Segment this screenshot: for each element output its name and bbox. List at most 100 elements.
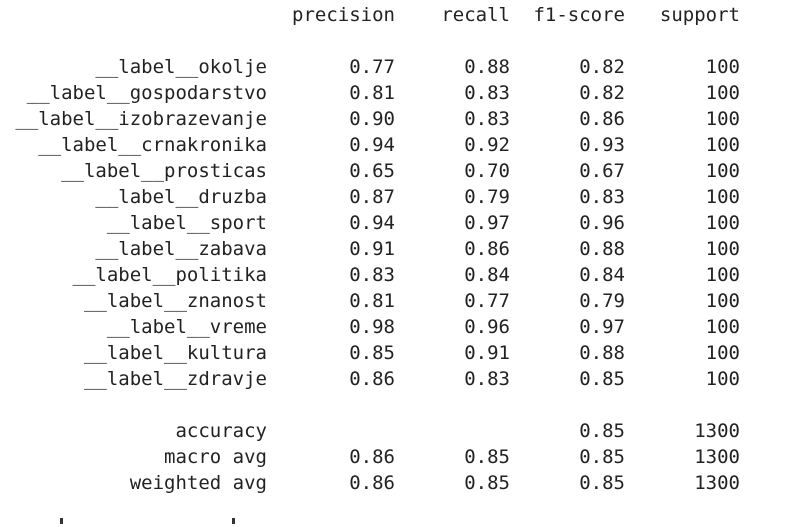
class-label: __label__kultura — [83, 342, 267, 364]
recall-value: 0.97 — [464, 212, 510, 234]
recall-value: 0.91 — [464, 342, 510, 364]
support-header: support — [659, 4, 740, 26]
f1-score-value: 0.97 — [579, 316, 625, 338]
header-row: precision recall f1-score support — [0, 2, 806, 28]
f1-score-value: 0.82 — [579, 56, 625, 78]
support-value: 100 — [705, 82, 740, 104]
support-value: 100 — [705, 212, 740, 234]
precision-value: 0.86 — [349, 368, 395, 390]
weighted-avg-row: weighted avg 0.86 0.85 0.85 1300 — [0, 470, 806, 496]
precision-value: 0.86 — [349, 472, 395, 494]
f1-score-value: 0.96 — [579, 212, 625, 234]
report-row: __label__gospodarstvo 0.81 0.83 0.82 100 — [0, 80, 806, 106]
class-label: __label__zabava — [95, 238, 267, 260]
report-row: __label__okolje 0.77 0.88 0.82 100 — [0, 54, 806, 80]
summary-label: weighted avg — [129, 472, 267, 494]
support-value: 100 — [705, 316, 740, 338]
recall-value: 0.92 — [464, 134, 510, 156]
report-row: __label__sport 0.94 0.97 0.96 100 — [0, 210, 806, 236]
support-value: 100 — [705, 108, 740, 130]
summary-label: macro avg — [164, 446, 267, 468]
class-label: __label__zdravje — [83, 368, 267, 390]
macro-avg-row: macro avg 0.86 0.85 0.85 1300 — [0, 444, 806, 470]
support-value: 100 — [705, 264, 740, 286]
recall-value: 0.85 — [464, 472, 510, 494]
precision-value: 0.94 — [349, 212, 395, 234]
support-value: 100 — [705, 368, 740, 390]
class-label: __label__politika — [72, 264, 267, 286]
class-label: __label__vreme — [106, 316, 267, 338]
class-label: __label__znanost — [83, 290, 267, 312]
precision-value: 0.65 — [349, 160, 395, 182]
cut-off-text-fragment — [60, 518, 260, 527]
recall-value: 0.85 — [464, 446, 510, 468]
accuracy-row: accuracy 0.85 1300 — [0, 418, 806, 444]
report-row: __label__kultura 0.85 0.91 0.88 100 — [0, 340, 806, 366]
f1-score-value: 0.79 — [579, 290, 625, 312]
f1-score-header: f1-score — [533, 4, 625, 26]
recall-value: 0.96 — [464, 316, 510, 338]
support-value: 100 — [705, 56, 740, 78]
f1-score-value: 0.86 — [579, 108, 625, 130]
support-value: 100 — [705, 290, 740, 312]
recall-value: 0.88 — [464, 56, 510, 78]
precision-value: 0.91 — [349, 238, 395, 260]
report-row: __label__vreme 0.98 0.96 0.97 100 — [0, 314, 806, 340]
precision-value: 0.86 — [349, 446, 395, 468]
precision-value: 0.81 — [349, 82, 395, 104]
recall-header: recall — [441, 4, 510, 26]
recall-value: 0.77 — [464, 290, 510, 312]
f1-score-value: 0.85 — [579, 420, 625, 442]
f1-score-value: 0.82 — [579, 82, 625, 104]
report-row: __label__zdravje 0.86 0.83 0.85 100 — [0, 366, 806, 392]
class-label: __label__prosticas — [61, 160, 267, 182]
report-row: __label__izobrazevanje 0.90 0.83 0.86 10… — [0, 106, 806, 132]
f1-score-value: 0.84 — [579, 264, 625, 286]
class-label: __label__izobrazevanje — [15, 108, 267, 130]
f1-score-value: 0.88 — [579, 238, 625, 260]
report-row: __label__znanost 0.81 0.77 0.79 100 — [0, 288, 806, 314]
recall-value: 0.70 — [464, 160, 510, 182]
precision-value: 0.98 — [349, 316, 395, 338]
f1-score-value: 0.85 — [579, 472, 625, 494]
support-value: 1300 — [694, 446, 740, 468]
recall-value: 0.83 — [464, 82, 510, 104]
support-value: 100 — [705, 160, 740, 182]
f1-score-value: 0.88 — [579, 342, 625, 364]
support-value: 100 — [705, 134, 740, 156]
report-row: __label__zabava 0.91 0.86 0.88 100 — [0, 236, 806, 262]
class-label: __label__sport — [106, 212, 267, 234]
recall-value: 0.79 — [464, 186, 510, 208]
report-row: __label__politika 0.83 0.84 0.84 100 — [0, 262, 806, 288]
f1-score-value: 0.85 — [579, 446, 625, 468]
precision-value: 0.85 — [349, 342, 395, 364]
f1-score-value: 0.85 — [579, 368, 625, 390]
support-value: 1300 — [694, 420, 740, 442]
summary-label: accuracy — [175, 420, 267, 442]
class-label: __label__gospodarstvo — [26, 82, 267, 104]
precision-value: 0.83 — [349, 264, 395, 286]
support-value: 100 — [705, 186, 740, 208]
precision-value: 0.81 — [349, 290, 395, 312]
support-value: 100 — [705, 342, 740, 364]
class-label: __label__druzba — [95, 186, 267, 208]
report-row: __label__prosticas 0.65 0.70 0.67 100 — [0, 158, 806, 184]
f1-score-value: 0.67 — [579, 160, 625, 182]
precision-header: precision — [292, 4, 395, 26]
report-row: __label__druzba 0.87 0.79 0.83 100 — [0, 184, 806, 210]
report-row: __label__crnakronika 0.94 0.92 0.93 100 — [0, 132, 806, 158]
recall-value: 0.83 — [464, 108, 510, 130]
support-value: 1300 — [694, 472, 740, 494]
precision-value: 0.90 — [349, 108, 395, 130]
f1-score-value: 0.93 — [579, 134, 625, 156]
precision-value: 0.94 — [349, 134, 395, 156]
recall-value: 0.84 — [464, 264, 510, 286]
f1-score-value: 0.83 — [579, 186, 625, 208]
recall-value: 0.86 — [464, 238, 510, 260]
class-label: __label__crnakronika — [38, 134, 267, 156]
precision-value: 0.87 — [349, 186, 395, 208]
recall-value: 0.83 — [464, 368, 510, 390]
class-label: __label__okolje — [95, 56, 267, 78]
support-value: 100 — [705, 238, 740, 260]
